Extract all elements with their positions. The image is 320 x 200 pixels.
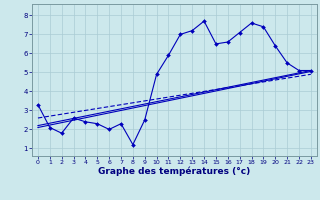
X-axis label: Graphe des températures (°c): Graphe des températures (°c) <box>98 167 251 176</box>
